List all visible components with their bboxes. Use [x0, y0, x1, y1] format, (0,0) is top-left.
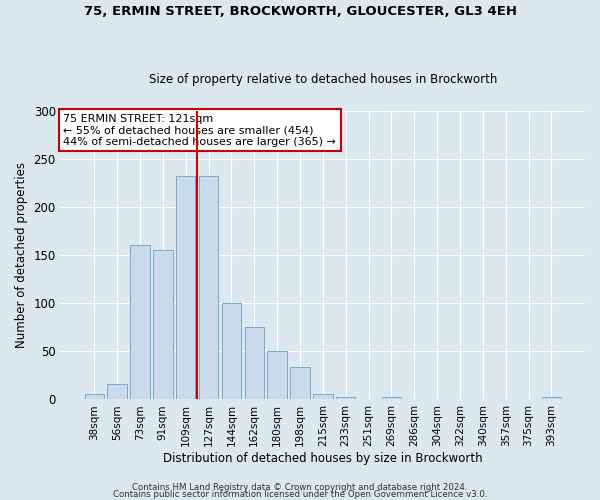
Bar	[107, 384, 127, 400]
Bar	[336, 396, 355, 400]
Bar	[313, 394, 332, 400]
Y-axis label: Number of detached properties: Number of detached properties	[15, 162, 28, 348]
Title: Size of property relative to detached houses in Brockworth: Size of property relative to detached ho…	[149, 73, 497, 86]
Bar	[382, 396, 401, 400]
Bar	[290, 366, 310, 400]
Bar	[245, 328, 264, 400]
Bar	[268, 352, 287, 400]
Bar	[221, 303, 241, 400]
Bar	[85, 394, 104, 400]
Text: 75 ERMIN STREET: 121sqm
← 55% of detached houses are smaller (454)
44% of semi-d: 75 ERMIN STREET: 121sqm ← 55% of detache…	[63, 114, 336, 147]
Bar	[542, 396, 561, 400]
Text: Contains HM Land Registry data © Crown copyright and database right 2024.: Contains HM Land Registry data © Crown c…	[132, 484, 468, 492]
Bar	[153, 250, 173, 400]
Bar	[199, 176, 218, 400]
Text: 75, ERMIN STREET, BROCKWORTH, GLOUCESTER, GL3 4EH: 75, ERMIN STREET, BROCKWORTH, GLOUCESTER…	[83, 5, 517, 18]
Bar	[130, 244, 149, 400]
X-axis label: Distribution of detached houses by size in Brockworth: Distribution of detached houses by size …	[163, 452, 482, 465]
Text: Contains public sector information licensed under the Open Government Licence v3: Contains public sector information licen…	[113, 490, 487, 499]
Bar	[176, 176, 196, 400]
